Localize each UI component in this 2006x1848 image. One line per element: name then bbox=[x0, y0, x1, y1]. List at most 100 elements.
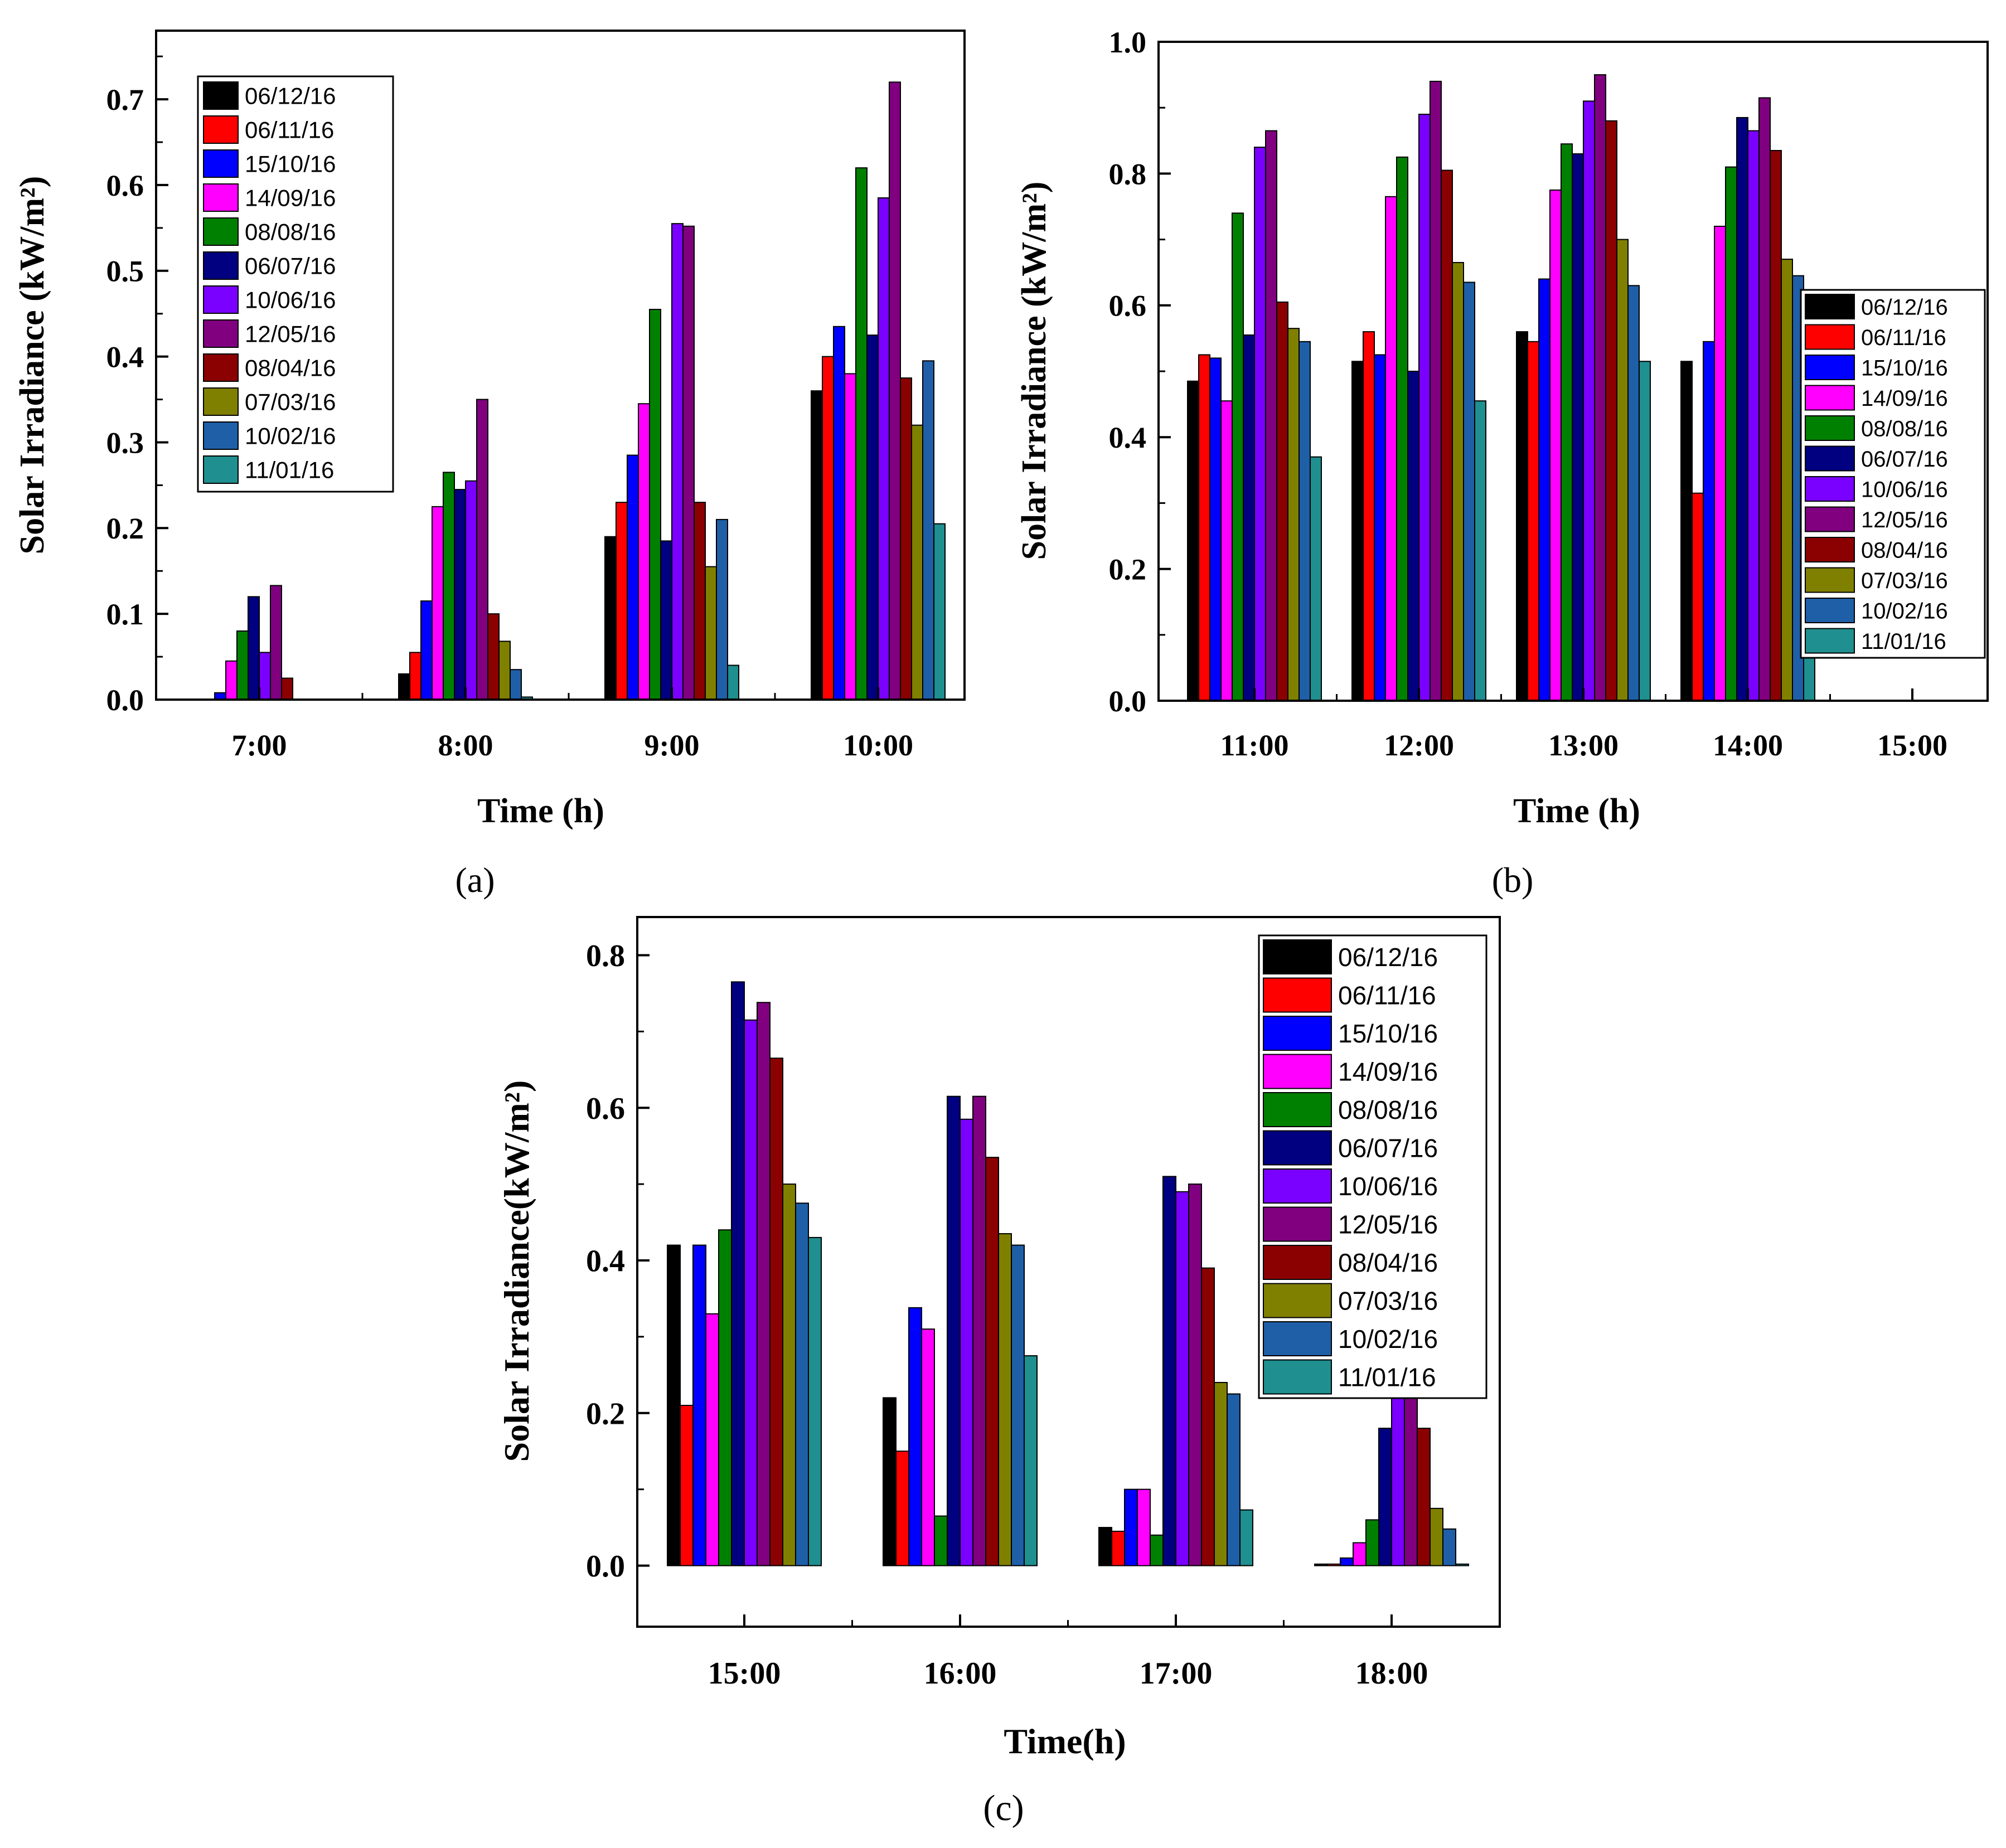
y-tick-label: 0.2 bbox=[1109, 553, 1147, 586]
bar bbox=[947, 1095, 961, 1566]
bar bbox=[883, 1397, 897, 1566]
legend: 06/12/16 06/11/16 15/10/16 14/09/16 08/08/16… bbox=[1258, 934, 1487, 1399]
legend-swatch bbox=[203, 421, 239, 450]
bar bbox=[1407, 371, 1419, 701]
bar bbox=[1430, 80, 1442, 701]
bar bbox=[1187, 380, 1199, 701]
panel-label: (c) bbox=[983, 1788, 1024, 1828]
bar bbox=[1162, 1176, 1176, 1566]
bar bbox=[900, 377, 912, 700]
bar bbox=[1175, 1191, 1189, 1566]
legend-swatch bbox=[1805, 506, 1855, 532]
y-tick-label: 0.0 bbox=[586, 1549, 625, 1584]
legend-swatch bbox=[203, 149, 239, 178]
legend: 06/12/16 06/11/16 15/10/16 14/09/16 08/08/16… bbox=[1800, 289, 1986, 659]
legend-label: 10/06/16 bbox=[1338, 1172, 1438, 1201]
bar bbox=[476, 399, 488, 700]
bar bbox=[1781, 259, 1793, 701]
legend-label: 10/06/16 bbox=[1861, 477, 1948, 502]
legend-label: 06/07/16 bbox=[1861, 447, 1948, 472]
legend-label: 14/09/16 bbox=[1338, 1058, 1438, 1087]
legend-label: 08/04/16 bbox=[245, 355, 336, 381]
bar bbox=[934, 1515, 948, 1566]
x-axis-label: Time(h) bbox=[1004, 1721, 1126, 1761]
legend-swatch bbox=[1263, 1092, 1332, 1127]
legend: 06/12/16 06/11/16 15/10/16 14/09/16 08/08/16… bbox=[197, 75, 394, 493]
bar bbox=[960, 1118, 973, 1566]
bar bbox=[844, 373, 856, 700]
bar bbox=[933, 523, 946, 700]
bar bbox=[1353, 1542, 1367, 1566]
bar bbox=[667, 1244, 681, 1566]
legend-box bbox=[1800, 289, 1986, 659]
bar bbox=[1758, 97, 1771, 702]
legend-swatch bbox=[203, 285, 239, 314]
bar bbox=[680, 1405, 694, 1566]
bar bbox=[1572, 153, 1584, 701]
legend-label: 10/02/16 bbox=[1338, 1325, 1438, 1354]
bar bbox=[998, 1233, 1012, 1566]
legend-label: 12/05/16 bbox=[1338, 1210, 1438, 1239]
bar bbox=[487, 613, 500, 700]
bar bbox=[908, 1307, 922, 1566]
legend-swatch bbox=[1263, 1359, 1332, 1395]
legend-label: 06/12/16 bbox=[1861, 295, 1948, 319]
legend-label: 06/12/16 bbox=[245, 83, 336, 109]
legend-swatch bbox=[1263, 939, 1332, 974]
legend-label: 10/02/16 bbox=[245, 423, 336, 449]
bar bbox=[889, 81, 901, 700]
bar bbox=[972, 1095, 986, 1566]
y-axis-label: Solar Irradiance(kW/m²) bbox=[497, 1080, 536, 1462]
bar bbox=[1725, 166, 1737, 701]
bar bbox=[911, 424, 923, 700]
y-tick-label: 0.5 bbox=[106, 255, 144, 288]
legend-swatch bbox=[1263, 1206, 1332, 1242]
x-tick-label: 10:00 bbox=[843, 729, 913, 762]
bar bbox=[1150, 1534, 1164, 1566]
legend-swatch bbox=[1805, 324, 1855, 350]
legend-label: 15/10/16 bbox=[1861, 356, 1948, 380]
bar bbox=[985, 1157, 999, 1566]
bar bbox=[1243, 334, 1255, 701]
y-tick-label: 0.2 bbox=[586, 1396, 625, 1431]
bar bbox=[811, 390, 823, 700]
x-tick-label: 15:00 bbox=[1877, 729, 1947, 762]
legend-swatch bbox=[1805, 628, 1855, 654]
chart-b: 0.0 0.2 0.4 0.6 0.8 1.0 11:00 12:00 13:00 14:00 15… bbox=[1015, 26, 1989, 900]
bar bbox=[1430, 1507, 1443, 1566]
bar bbox=[454, 489, 466, 700]
bar bbox=[878, 197, 890, 700]
chart-a: 0.0 0.1 0.2 0.3 0.4 0.5 0.6 0.7 7:00 8:00 9:00 10:0… bbox=[13, 30, 966, 900]
bar bbox=[1417, 1428, 1431, 1566]
bar bbox=[1298, 341, 1311, 701]
legend-swatch bbox=[203, 455, 239, 484]
legend-label: 10/06/16 bbox=[245, 287, 336, 313]
x-tick-label: 18:00 bbox=[1355, 1656, 1428, 1691]
bar bbox=[922, 360, 934, 700]
bar bbox=[671, 223, 684, 700]
legend-swatch bbox=[1263, 1130, 1332, 1166]
bar bbox=[866, 334, 879, 700]
x-tick-label: 13:00 bbox=[1548, 729, 1619, 762]
bar bbox=[236, 630, 249, 701]
bar bbox=[281, 677, 293, 700]
bar bbox=[1474, 400, 1486, 701]
bar bbox=[1024, 1355, 1038, 1566]
legend-label: 12/05/16 bbox=[1861, 508, 1948, 532]
legend-label: 14/09/16 bbox=[1861, 386, 1948, 411]
bar bbox=[225, 660, 238, 701]
legend-label: 10/02/16 bbox=[1861, 599, 1948, 623]
legend-swatch bbox=[1805, 537, 1855, 562]
bar bbox=[1374, 354, 1386, 701]
x-axis-label: Time (h) bbox=[477, 792, 604, 830]
panel-label: (b) bbox=[1492, 860, 1534, 900]
y-tick-label: 0.1 bbox=[106, 598, 144, 631]
bar bbox=[1188, 1184, 1202, 1566]
legend-label: 11/01/16 bbox=[245, 457, 334, 483]
y-tick-label: 0.4 bbox=[1109, 421, 1147, 454]
bar bbox=[1549, 189, 1562, 701]
legend-swatch bbox=[203, 319, 239, 348]
bar bbox=[1736, 117, 1748, 701]
legend-swatch bbox=[203, 251, 239, 280]
bar bbox=[420, 600, 433, 700]
